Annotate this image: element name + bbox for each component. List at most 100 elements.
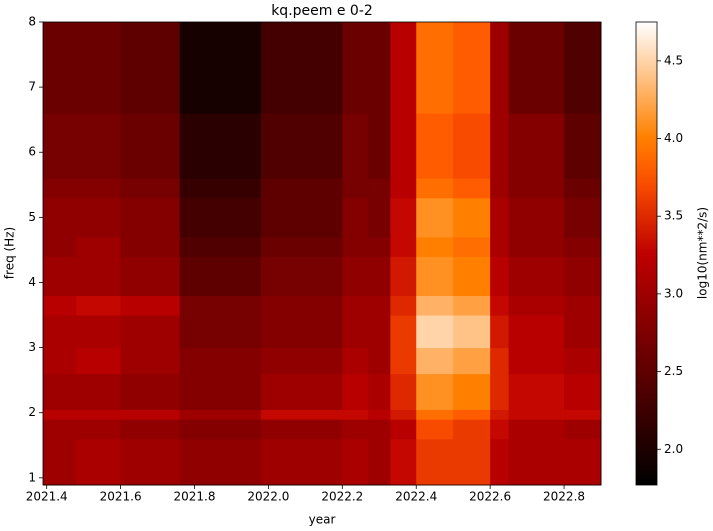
heatmap-cell	[120, 22, 181, 114]
colorbar-tick-label: 4.5	[664, 53, 683, 67]
colorbar-tick-label: 3.5	[664, 209, 683, 223]
heatmap-cell	[368, 22, 391, 114]
heatmap-cell	[416, 197, 454, 238]
heatmap-cell	[453, 347, 491, 375]
heatmap-cell	[416, 347, 454, 375]
heatmap-cell	[261, 373, 343, 410]
heatmap-cell	[508, 438, 565, 486]
heatmap-cell	[368, 438, 391, 486]
heatmap-cell	[179, 197, 262, 238]
heatmap-cell	[261, 256, 343, 297]
heatmap-cell	[564, 419, 602, 440]
heatmap-cell	[490, 438, 510, 486]
heatmap-cell	[261, 197, 343, 238]
x-tick-label: 2021.6	[100, 490, 142, 504]
heatmap-cell	[368, 178, 391, 199]
heatmap-cell	[508, 197, 565, 238]
heatmap-cell	[368, 295, 391, 316]
heatmap-cell	[76, 22, 122, 114]
heatmap-cell	[453, 315, 491, 349]
x-tick-label: 2022.4	[395, 490, 437, 504]
heatmap-cell	[43, 178, 77, 199]
heatmap-cell	[120, 295, 181, 316]
heatmap-cell	[390, 419, 417, 440]
heatmap-cell	[564, 347, 602, 375]
heatmap-cell	[179, 113, 262, 179]
heatmap-cell	[261, 409, 343, 420]
heatmap-cell	[261, 236, 343, 257]
y-tick-label: 4	[28, 275, 36, 289]
heatmap-cell	[368, 315, 391, 349]
heatmap-cell	[342, 438, 369, 486]
heatmap-cell	[564, 295, 602, 316]
heatmap-cell	[261, 347, 343, 375]
heatmap-cell	[453, 373, 491, 410]
heatmap-cell	[390, 256, 417, 297]
heatmap-cell	[179, 419, 262, 440]
heatmap-cell	[490, 315, 510, 349]
heatmap-cell	[179, 178, 262, 199]
heatmap-cell	[453, 256, 491, 297]
y-axis-label: freq (Hz)	[3, 227, 17, 279]
heatmap-cell	[564, 22, 602, 114]
heatmap-cell	[453, 419, 491, 440]
heatmap-cell	[416, 373, 454, 410]
heatmap-cell	[490, 347, 510, 375]
heatmap-cell	[368, 409, 391, 420]
y-tick-label: 1	[28, 470, 36, 484]
heatmap-cell	[390, 315, 417, 349]
heatmap-cell	[342, 22, 369, 114]
heatmap-cell	[508, 236, 565, 257]
heatmap-cell	[564, 438, 602, 486]
heatmap-cell	[261, 438, 343, 486]
x-tick-label: 2022.8	[543, 490, 585, 504]
heatmap-cell	[453, 197, 491, 238]
heatmap-cell	[490, 113, 510, 179]
heatmap-cell	[416, 315, 454, 349]
heatmap-cell	[342, 315, 369, 349]
heatmap-cell	[368, 256, 391, 297]
y-tick-label: 7	[28, 80, 36, 94]
heatmap-cell	[508, 256, 565, 297]
heatmap-cell	[368, 419, 391, 440]
heatmap-cell	[390, 113, 417, 179]
heatmap-cell	[490, 178, 510, 199]
heatmap	[43, 22, 602, 486]
heatmap-cell	[490, 409, 510, 420]
heatmap-cell	[342, 113, 369, 179]
x-tick-label: 2022.6	[469, 490, 511, 504]
heatmap-cell	[76, 236, 122, 257]
heatmap-cell	[564, 178, 602, 199]
heatmap-cell	[76, 197, 122, 238]
heatmap-cell	[508, 315, 565, 349]
heatmap-cell	[179, 438, 262, 486]
heatmap-cell	[342, 295, 369, 316]
heatmap-cell	[76, 438, 122, 486]
chart-title: kq.peem e 0-2	[271, 3, 373, 19]
y-tick-label: 6	[28, 145, 36, 159]
colorbar	[635, 21, 658, 486]
heatmap-cell	[179, 347, 262, 375]
heatmap-cell	[261, 295, 343, 316]
heatmap-cell	[490, 419, 510, 440]
heatmap-cell	[416, 113, 454, 179]
heatmap-cell	[368, 347, 391, 375]
heatmap-cell	[508, 419, 565, 440]
heatmap-cell	[76, 256, 122, 297]
heatmap-cell	[120, 347, 181, 375]
heatmap-cell	[120, 438, 181, 486]
heatmap-cell	[76, 373, 122, 410]
heatmap-cell	[390, 236, 417, 257]
heatmap-cell	[342, 347, 369, 375]
heatmap-cell	[390, 197, 417, 238]
heatmap-cell	[120, 409, 181, 420]
heatmap-cell	[179, 22, 262, 114]
heatmap-cell	[261, 178, 343, 199]
heatmap-cell	[508, 373, 565, 410]
heatmap-cell	[43, 373, 77, 410]
heatmap-cell	[76, 347, 122, 375]
heatmap-cell	[564, 236, 602, 257]
heatmap-cell	[43, 22, 77, 114]
heatmap-cell	[179, 256, 262, 297]
heatmap-cell	[564, 315, 602, 349]
